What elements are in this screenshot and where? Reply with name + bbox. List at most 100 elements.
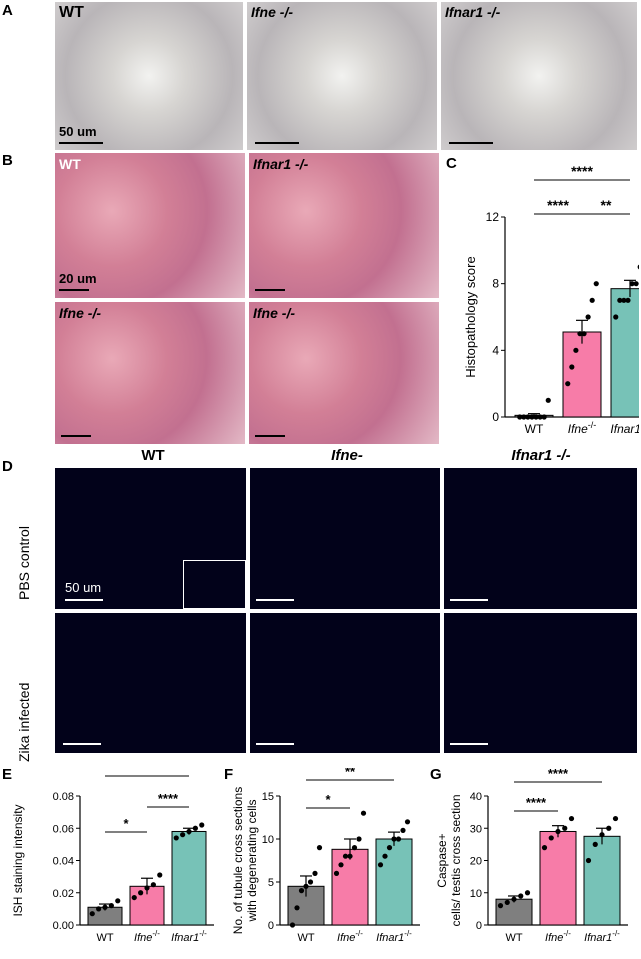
x-tick-label: Ifne-/- bbox=[134, 929, 160, 944]
chart-f: 0 5 10 15 No. of tubule cross sections with d… bbox=[231, 768, 420, 944]
data-point bbox=[356, 836, 362, 842]
panel-d-image-pbs-ifne bbox=[250, 468, 440, 609]
data-point bbox=[333, 870, 340, 876]
data-point bbox=[525, 414, 531, 420]
data-point bbox=[298, 888, 305, 894]
y-tick-label: 40 bbox=[470, 791, 482, 803]
x-tick-label: Ifne-/- bbox=[568, 420, 597, 436]
col-label-ifne: Ifne- bbox=[331, 447, 363, 464]
scale-bar bbox=[255, 289, 285, 291]
bar bbox=[331, 848, 369, 926]
data-point bbox=[342, 853, 349, 859]
data-point bbox=[577, 331, 583, 337]
y-tick-label: 0.02 bbox=[53, 888, 74, 900]
data-point bbox=[497, 903, 504, 909]
y-tick-label: 0.00 bbox=[53, 920, 74, 932]
data-point bbox=[541, 414, 547, 420]
data-point bbox=[377, 862, 384, 868]
data-point bbox=[102, 904, 108, 910]
chart-c: 0 4 8 12 Histopathology score WT Ifne-/- Ifnar1… bbox=[463, 163, 639, 436]
data-point bbox=[617, 297, 623, 303]
data-point bbox=[541, 845, 548, 851]
data-point bbox=[150, 882, 156, 888]
data-point bbox=[316, 845, 323, 851]
data-point bbox=[573, 347, 579, 353]
scale-bar bbox=[61, 435, 91, 437]
significance-label: ** bbox=[601, 197, 612, 213]
panel-b-image-ifne-1: Ifne -/- bbox=[55, 302, 245, 444]
scale-bar bbox=[255, 435, 285, 437]
scale-bar bbox=[65, 599, 103, 601]
data-point bbox=[585, 314, 591, 320]
data-point bbox=[511, 896, 517, 902]
panel-a-image-wt: WT 50 um bbox=[55, 2, 243, 150]
significance-label: **** bbox=[158, 791, 179, 806]
bar bbox=[171, 830, 207, 926]
data-point bbox=[138, 890, 144, 896]
data-point bbox=[360, 810, 367, 816]
bar bbox=[562, 331, 602, 418]
scale-bar bbox=[256, 743, 294, 745]
y-axis-label: cells/ testis cross section bbox=[449, 794, 463, 926]
data-point bbox=[294, 905, 300, 911]
data-point bbox=[89, 911, 95, 917]
scale-bar bbox=[59, 142, 103, 144]
panel-g-letter: G bbox=[430, 766, 442, 783]
image-label: Ifnar1 -/- bbox=[253, 156, 309, 172]
panel-b-image-ifnar1: Ifnar1 -/- bbox=[249, 153, 439, 298]
data-point bbox=[144, 885, 150, 891]
data-point bbox=[173, 835, 179, 841]
data-point bbox=[518, 893, 524, 899]
panel-d-image-zika-wt bbox=[55, 613, 246, 753]
x-tick-label: WT bbox=[525, 422, 544, 436]
scale-bar bbox=[256, 599, 294, 601]
data-point bbox=[621, 297, 627, 303]
y-axis-label: Caspase+ bbox=[435, 833, 449, 887]
y-tick-label: 0 bbox=[268, 920, 274, 932]
image-label: Ifnar1 -/- bbox=[445, 4, 501, 20]
data-point bbox=[131, 894, 137, 901]
significance-label: ** bbox=[345, 768, 356, 779]
y-tick-label: 4 bbox=[492, 343, 499, 357]
bar bbox=[495, 898, 533, 926]
data-point bbox=[404, 819, 411, 825]
data-point bbox=[569, 364, 575, 370]
panel-d-image-zika-ifnar1 bbox=[444, 613, 637, 753]
data-point bbox=[391, 836, 397, 842]
panel-f-letter: F bbox=[224, 766, 234, 783]
data-point bbox=[613, 314, 619, 320]
y-tick-label: 0.04 bbox=[53, 856, 74, 868]
data-point bbox=[307, 879, 314, 885]
data-point bbox=[633, 281, 639, 287]
image-label: Ifne -/- bbox=[251, 4, 293, 20]
scale-label: 20 um bbox=[59, 271, 97, 286]
data-point bbox=[312, 870, 318, 876]
panel-b-image-wt: WT 20 um bbox=[55, 153, 245, 298]
scale-label: 50 um bbox=[65, 580, 102, 595]
image-label: Ifne -/- bbox=[59, 305, 101, 321]
scale-bar bbox=[59, 289, 89, 291]
panel-d-image-zika-ifne bbox=[250, 613, 440, 753]
data-point bbox=[606, 825, 612, 831]
data-point bbox=[548, 835, 554, 841]
data-point bbox=[338, 862, 344, 868]
y-tick-label: 0.06 bbox=[53, 823, 74, 835]
x-tick-label: Ifne-/- bbox=[337, 929, 363, 944]
data-point bbox=[565, 381, 571, 387]
data-point bbox=[504, 899, 510, 906]
data-point bbox=[568, 815, 575, 822]
x-tick-label: WT bbox=[297, 932, 314, 944]
data-point bbox=[592, 841, 598, 847]
data-point bbox=[186, 828, 192, 835]
panel-b-letter: B bbox=[2, 152, 13, 169]
data-point bbox=[589, 297, 595, 303]
col-label-ifnar1: Ifnar1 -/- bbox=[511, 447, 571, 464]
inset-box bbox=[183, 560, 246, 609]
y-tick-label: 20 bbox=[470, 856, 482, 868]
scale-bar bbox=[450, 743, 488, 745]
data-point bbox=[555, 828, 561, 835]
y-tick-label: 30 bbox=[470, 823, 482, 835]
significance-label: **** bbox=[137, 768, 158, 775]
bar bbox=[583, 835, 621, 926]
data-point bbox=[625, 297, 631, 303]
